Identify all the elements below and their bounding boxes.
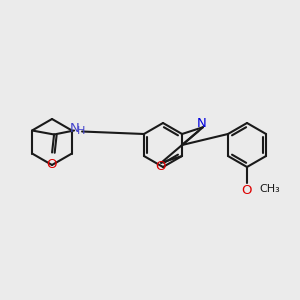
Text: N: N xyxy=(70,122,80,135)
Text: CH₃: CH₃ xyxy=(259,184,280,194)
Text: O: O xyxy=(242,184,252,197)
Text: N: N xyxy=(197,117,207,130)
Text: O: O xyxy=(155,160,165,173)
Text: H: H xyxy=(77,127,85,136)
Text: O: O xyxy=(46,158,56,170)
